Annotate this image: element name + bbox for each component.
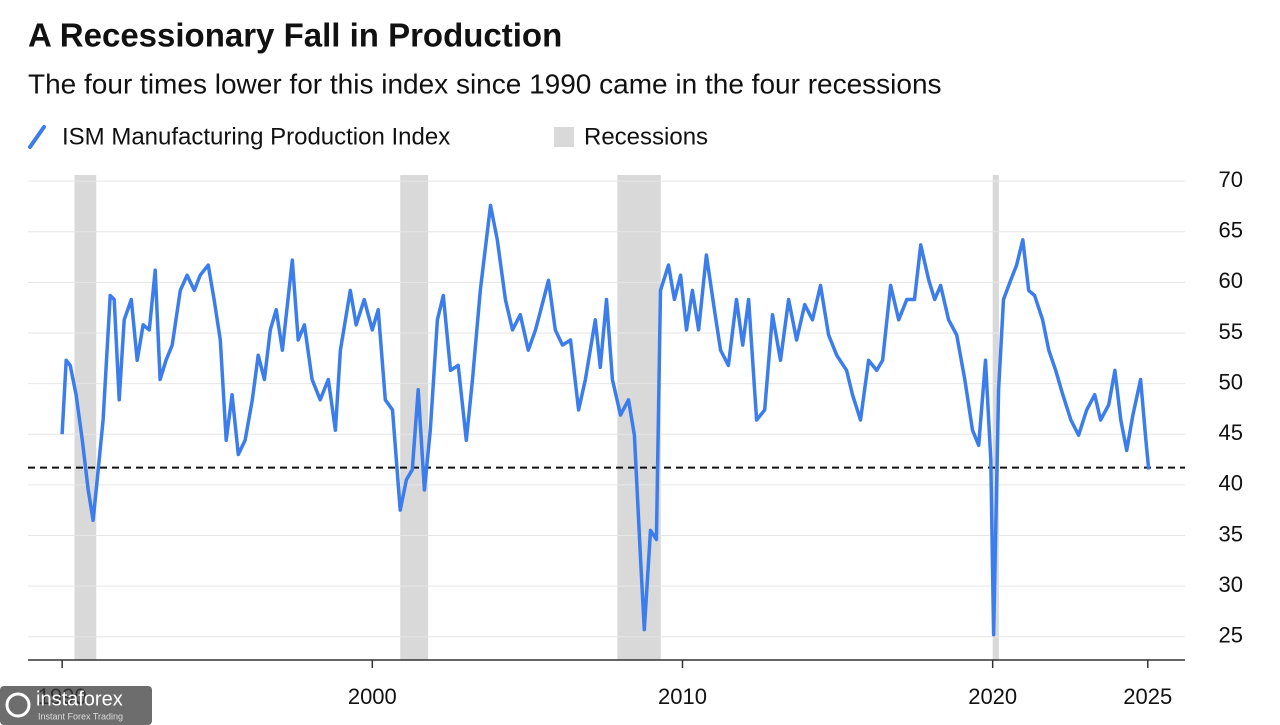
legend-line-icon [28,125,46,149]
chart-subtitle: The four times lower for this index sinc… [28,68,942,99]
y-tick-label: 30 [1219,572,1243,597]
x-tick-label: 2020 [968,684,1017,709]
chart-title: A Recessionary Fall in Production [28,17,562,54]
recession-band [74,175,97,660]
watermark-name: instaforex [36,688,123,710]
legend-swatch [554,127,574,147]
recession-band [617,175,661,660]
y-tick-label: 40 [1219,471,1243,496]
recession-band [400,175,429,660]
y-tick-label: 35 [1219,521,1243,546]
y-tick-label: 60 [1219,268,1243,293]
watermark-tagline: Instant Forex Trading [38,711,123,721]
y-tick-label: 25 [1219,623,1243,648]
y-tick-label: 70 [1219,167,1243,192]
data-line [60,203,1151,637]
legend-label: ISM Manufacturing Production Index [62,123,450,150]
y-tick-label: 45 [1219,420,1243,445]
watermark-icon [5,692,31,718]
watermark-box [0,686,152,725]
recession-band [992,175,999,660]
y-tick-label: 55 [1219,319,1243,344]
y-tick-label: 65 [1219,218,1243,243]
x-tick-label: 2025 [1123,684,1172,709]
x-tick-label: 2010 [658,684,707,709]
x-tick-label: 2000 [348,684,397,709]
legend-label: Recessions [584,123,708,150]
y-tick-label: 50 [1219,369,1243,394]
